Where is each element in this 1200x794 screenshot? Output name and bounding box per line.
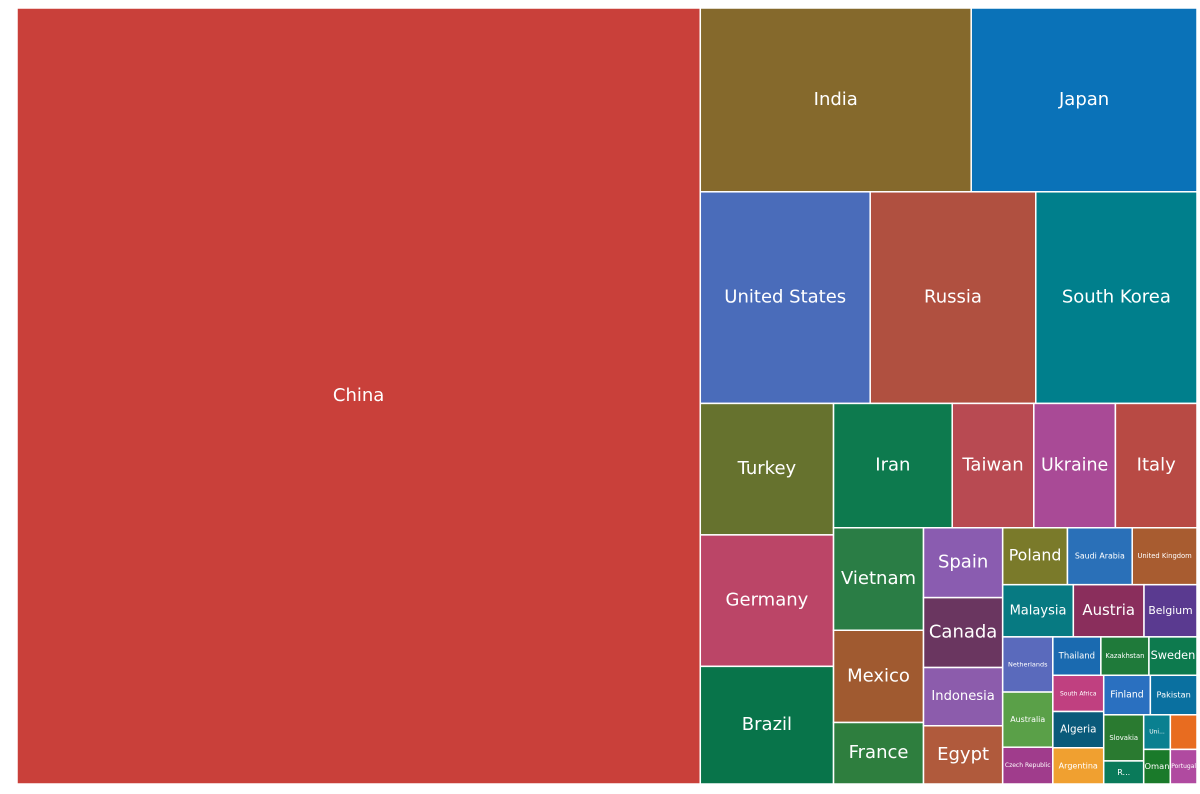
tile-label: Ukraine xyxy=(1041,456,1108,476)
tile-label: Uni... xyxy=(1149,729,1165,736)
tile xyxy=(832,402,953,529)
tile-label: Finland xyxy=(1110,690,1144,701)
tile-label: Belgium xyxy=(1148,604,1192,617)
tile xyxy=(1001,526,1069,586)
tile xyxy=(1131,526,1198,586)
tile xyxy=(1169,714,1198,751)
tile xyxy=(1052,747,1105,785)
tile xyxy=(869,191,1037,405)
tile-label: Pakistan xyxy=(1157,690,1191,700)
tile-label: Australia xyxy=(1010,715,1045,724)
tile-label: Sweden xyxy=(1151,649,1196,662)
tile-label: South Korea xyxy=(1062,287,1171,308)
tile xyxy=(970,7,1198,193)
tile-label: Turkey xyxy=(737,458,797,479)
tile-label: Taiwan xyxy=(961,455,1023,476)
tile-label: South Africa xyxy=(1060,690,1097,697)
tile xyxy=(832,721,925,785)
tile xyxy=(922,596,1004,669)
tile xyxy=(1001,746,1054,785)
tile-label: Italy xyxy=(1137,455,1176,476)
tile xyxy=(922,666,1004,727)
tile-label: Czech Republic xyxy=(1005,762,1051,769)
tile-label: Spain xyxy=(938,552,988,573)
tile-label: Japan xyxy=(1058,89,1109,110)
tile-label: Germany xyxy=(726,590,809,611)
tile-label: Malaysia xyxy=(1010,603,1067,618)
tile-label: Oman xyxy=(1145,761,1170,771)
tile xyxy=(1169,748,1198,785)
tile-label: R... xyxy=(1117,768,1130,777)
tile xyxy=(1001,691,1054,748)
tile-label: India xyxy=(814,89,858,110)
tile-label: United Kingdom xyxy=(1137,552,1192,560)
tile xyxy=(1035,191,1198,405)
tile xyxy=(832,526,925,631)
tile xyxy=(699,191,871,405)
tile xyxy=(699,7,972,193)
tile-label: Kazakhstan xyxy=(1105,652,1144,660)
tile xyxy=(1143,583,1198,638)
tile-label: Thailand xyxy=(1058,651,1095,661)
tile-label: China xyxy=(333,385,384,406)
tile-label: Argentina xyxy=(1059,761,1098,770)
tile-label: France xyxy=(849,742,909,763)
tile xyxy=(1142,714,1172,751)
tile-label: Slovakia xyxy=(1109,734,1138,742)
tile xyxy=(922,526,1004,599)
tile-label: Portugal xyxy=(1171,763,1196,770)
tile-label: United States xyxy=(724,287,846,308)
tile xyxy=(699,534,835,668)
tile xyxy=(1001,636,1054,693)
tile xyxy=(1100,636,1150,677)
tile-label: Iran xyxy=(875,455,910,476)
tile-label: Poland xyxy=(1009,546,1062,565)
tile-label: Algeria xyxy=(1060,724,1096,736)
tile xyxy=(1033,402,1117,529)
tile-label: Brazil xyxy=(742,714,792,735)
tile xyxy=(1149,674,1198,716)
tile xyxy=(922,725,1004,785)
tile-label: Indonesia xyxy=(931,689,994,704)
tile-label: Austria xyxy=(1082,601,1135,619)
tile xyxy=(699,665,835,785)
tile-label: Mexico xyxy=(847,665,910,686)
tile-label: Netherlands xyxy=(1008,660,1048,668)
tile-label: Russia xyxy=(924,287,982,308)
tile xyxy=(1102,674,1152,716)
tile-label: Vietnam xyxy=(841,568,916,589)
tile xyxy=(1066,526,1133,586)
tile-label: Egypt xyxy=(937,744,989,765)
tile-label: Saudi Arabia xyxy=(1075,552,1125,561)
tile-label: Canada xyxy=(929,622,998,643)
tile xyxy=(16,7,702,785)
